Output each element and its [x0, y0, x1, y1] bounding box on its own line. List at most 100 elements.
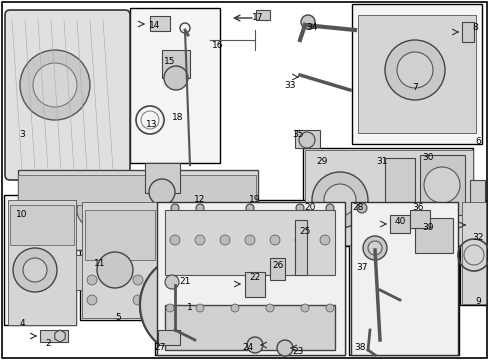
Circle shape	[170, 235, 180, 245]
Text: 28: 28	[351, 203, 363, 212]
Bar	[162, 50, 190, 78]
Text: 33: 33	[284, 81, 295, 90]
Bar	[150, 16, 170, 31]
Circle shape	[87, 275, 97, 285]
Text: 4: 4	[19, 320, 25, 328]
Circle shape	[195, 235, 204, 245]
Circle shape	[362, 236, 386, 260]
Circle shape	[171, 204, 179, 212]
Circle shape	[319, 235, 329, 245]
Bar	[164, 210, 334, 275]
Circle shape	[185, 266, 194, 274]
Bar	[409, 210, 429, 228]
Bar	[244, 272, 264, 297]
Circle shape	[30, 200, 50, 220]
Text: 7: 7	[411, 84, 417, 93]
Text: 13: 13	[146, 121, 158, 130]
Text: 18: 18	[172, 113, 183, 122]
Circle shape	[195, 200, 215, 220]
Circle shape	[384, 40, 444, 100]
Bar	[85, 210, 155, 260]
Circle shape	[133, 295, 142, 305]
Text: 19: 19	[249, 195, 260, 204]
Text: 1: 1	[187, 303, 192, 312]
Circle shape	[96, 266, 104, 274]
Circle shape	[230, 304, 239, 312]
Circle shape	[311, 172, 367, 228]
Bar	[294, 220, 306, 275]
Text: 27: 27	[154, 343, 165, 352]
Text: 11: 11	[94, 258, 105, 267]
Bar	[82, 202, 160, 318]
Circle shape	[295, 204, 304, 212]
Bar	[350, 202, 457, 355]
Text: 12: 12	[194, 195, 205, 204]
Circle shape	[301, 304, 308, 312]
Bar	[80, 200, 162, 320]
Circle shape	[163, 66, 187, 90]
Circle shape	[22, 192, 58, 228]
Text: 31: 31	[375, 157, 387, 166]
Circle shape	[244, 235, 254, 245]
Circle shape	[126, 266, 134, 274]
Bar	[18, 170, 258, 250]
Text: 3: 3	[19, 130, 25, 139]
Circle shape	[186, 192, 223, 228]
Text: 22: 22	[249, 274, 260, 283]
Text: 30: 30	[421, 153, 433, 162]
Circle shape	[20, 50, 90, 120]
Bar	[357, 15, 475, 133]
Bar	[294, 130, 319, 148]
Bar	[461, 22, 473, 42]
Circle shape	[245, 204, 253, 212]
Text: 29: 29	[316, 157, 327, 166]
Circle shape	[356, 203, 366, 213]
Circle shape	[132, 192, 168, 228]
Text: 21: 21	[179, 278, 190, 287]
Circle shape	[220, 235, 229, 245]
Text: 17: 17	[252, 13, 263, 22]
Circle shape	[301, 15, 314, 29]
Bar	[8, 200, 76, 325]
Text: 8: 8	[471, 23, 477, 32]
Circle shape	[367, 241, 381, 255]
Text: 39: 39	[421, 224, 433, 233]
Bar	[419, 155, 464, 215]
Circle shape	[324, 184, 355, 216]
Circle shape	[97, 252, 133, 288]
Bar	[348, 200, 458, 355]
Circle shape	[156, 266, 163, 274]
Text: 32: 32	[471, 234, 483, 243]
Text: 38: 38	[353, 343, 365, 352]
Circle shape	[85, 200, 105, 220]
Circle shape	[396, 52, 432, 88]
Text: 37: 37	[356, 264, 367, 273]
Bar	[351, 4, 481, 144]
Text: 24: 24	[242, 343, 253, 352]
Text: 40: 40	[393, 217, 405, 226]
Text: 15: 15	[164, 58, 175, 67]
Text: 35: 35	[292, 130, 303, 139]
Bar	[414, 218, 452, 253]
Bar	[40, 330, 68, 342]
Circle shape	[149, 179, 175, 205]
Circle shape	[140, 200, 160, 220]
Circle shape	[23, 258, 47, 282]
Text: 20: 20	[304, 203, 315, 212]
Text: 34: 34	[305, 23, 317, 32]
Bar	[384, 158, 414, 213]
Circle shape	[246, 337, 263, 353]
Circle shape	[269, 235, 280, 245]
Circle shape	[66, 266, 74, 274]
Bar	[305, 150, 472, 245]
Circle shape	[175, 290, 204, 320]
Bar	[164, 305, 334, 350]
Bar	[4, 195, 76, 325]
Text: 14: 14	[149, 21, 161, 30]
Circle shape	[77, 192, 113, 228]
Text: 25: 25	[299, 228, 310, 237]
Text: 10: 10	[16, 211, 28, 220]
Bar	[461, 202, 485, 304]
Bar	[155, 200, 345, 355]
Circle shape	[33, 63, 77, 107]
